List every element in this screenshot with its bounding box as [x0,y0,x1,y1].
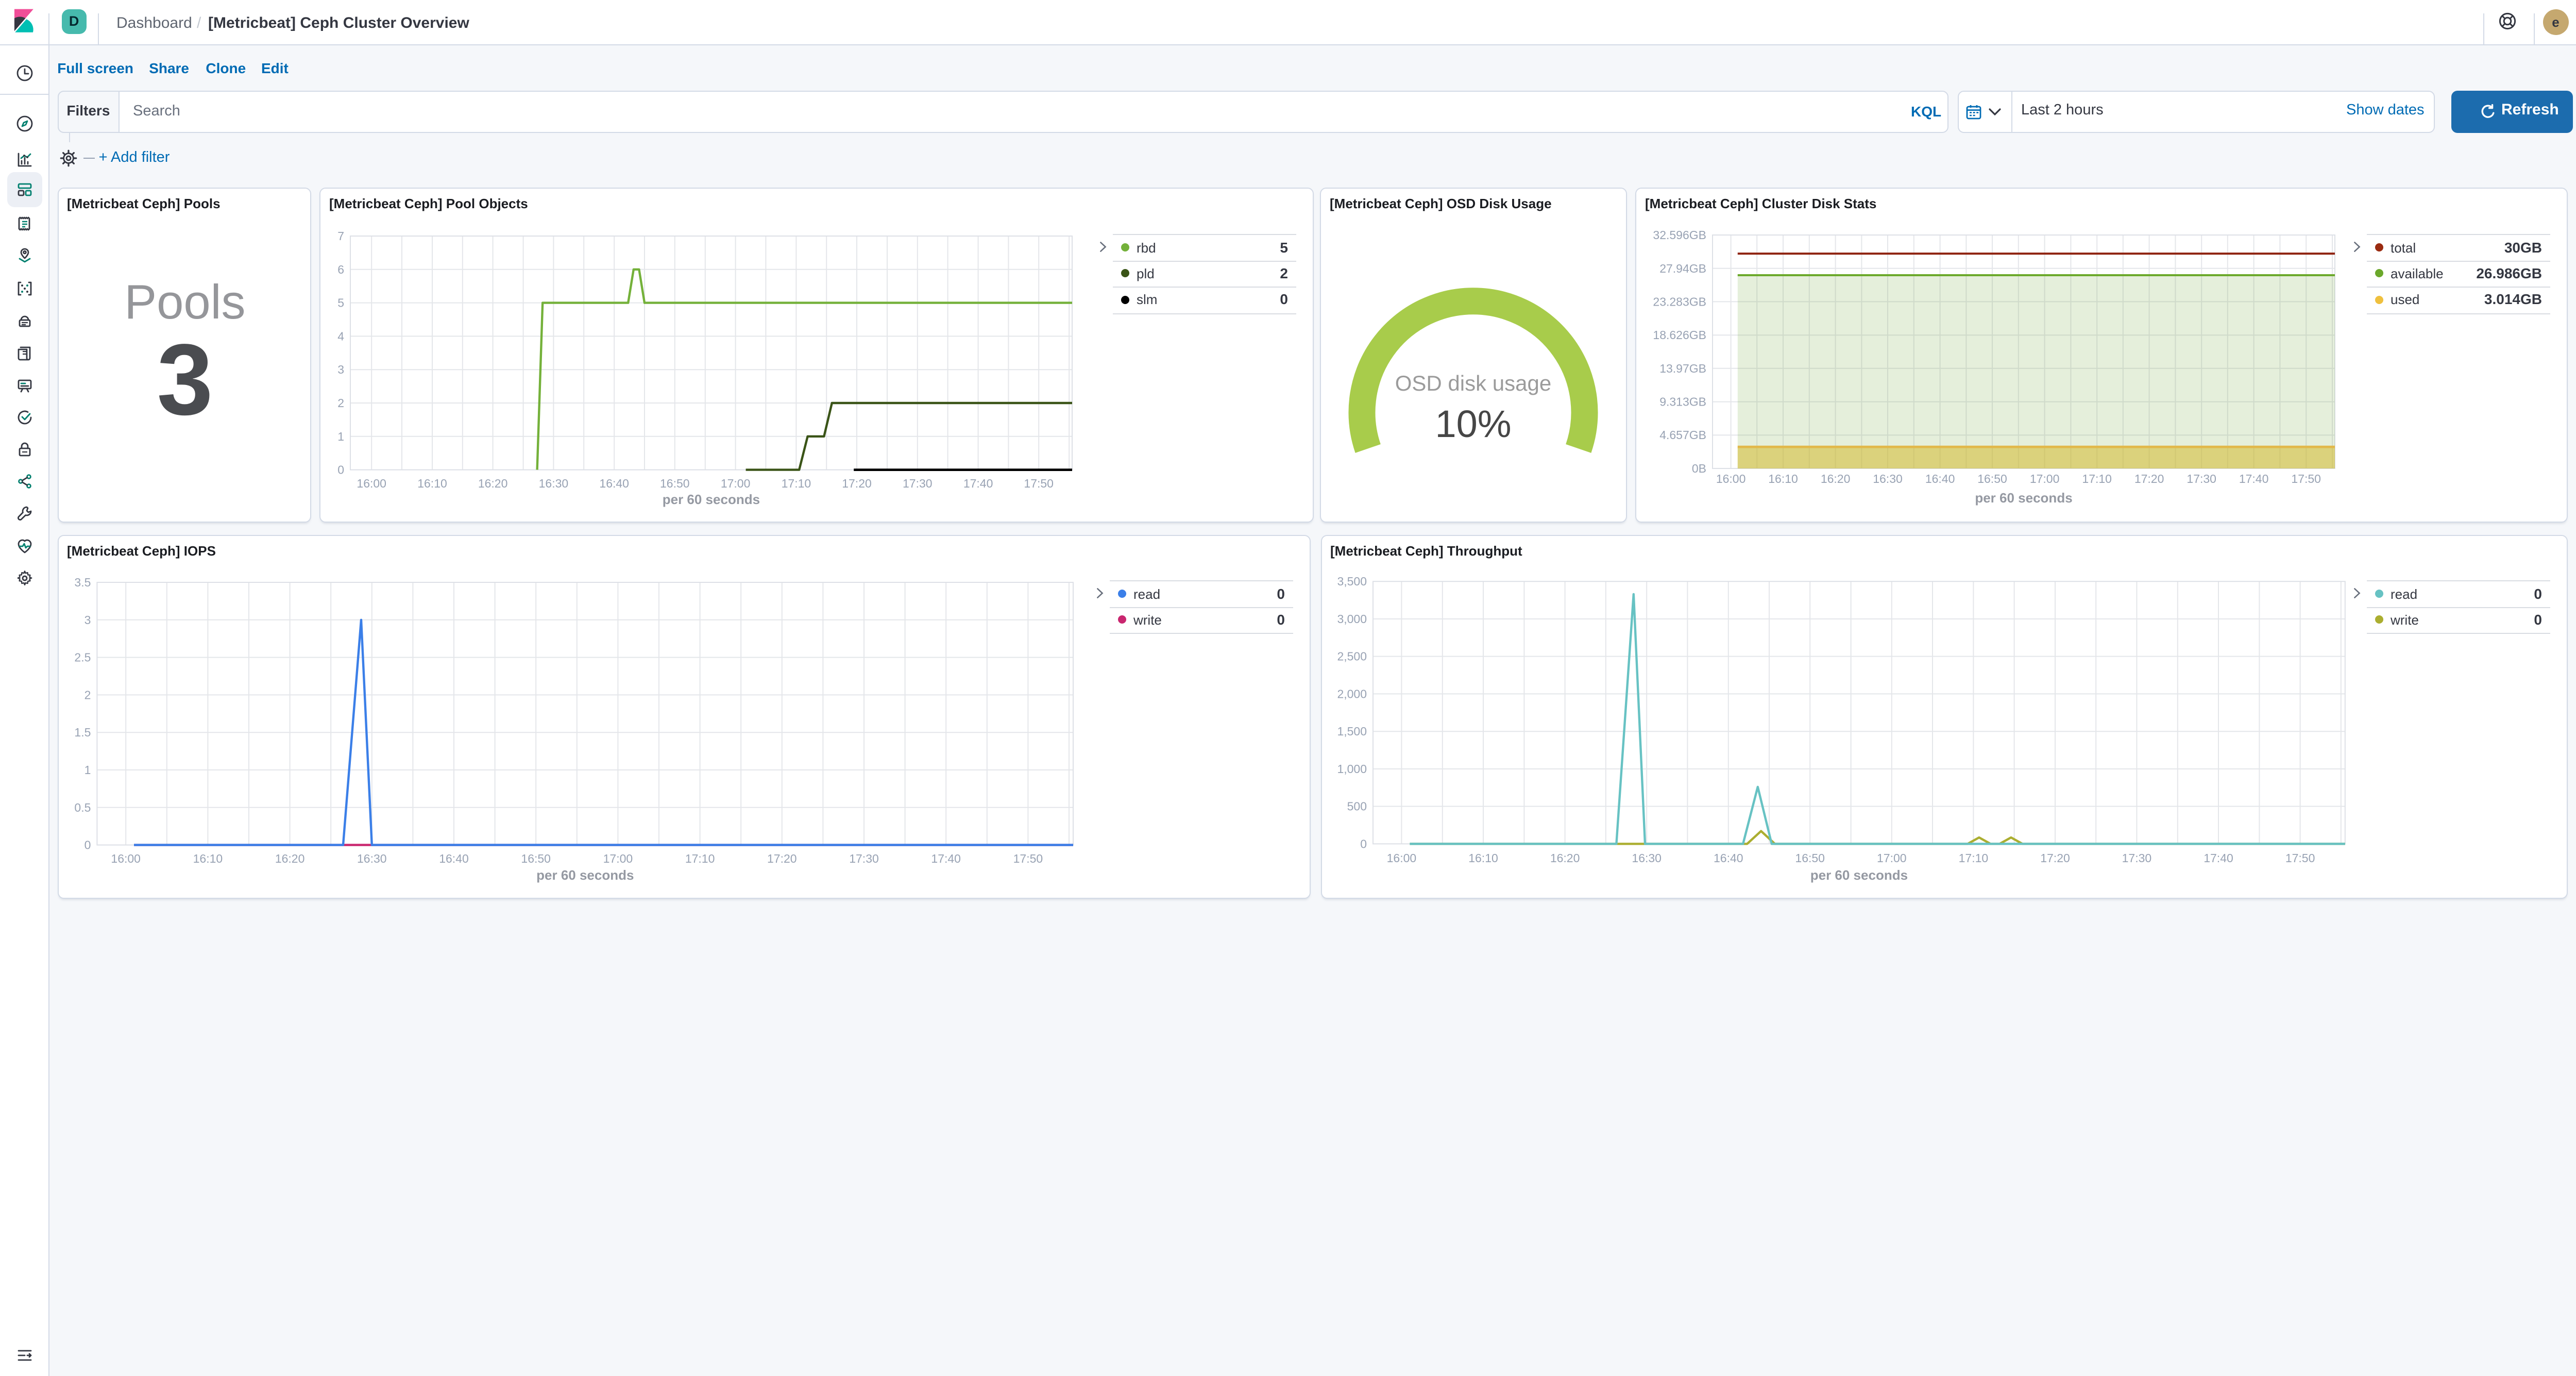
svg-text:2,000: 2,000 [1336,686,1366,700]
svg-text:9.313GB: 9.313GB [1659,395,1706,409]
svg-text:17:30: 17:30 [2122,851,2151,864]
svg-text:OSD disk usage: OSD disk usage [1395,371,1551,395]
svg-text:2: 2 [337,396,344,410]
svg-text:16:20: 16:20 [1550,851,1580,864]
svg-text:1.5: 1.5 [74,725,90,739]
svg-text:17:00: 17:00 [1876,851,1906,864]
svg-text:4: 4 [337,329,344,343]
svg-text:per 60 seconds: per 60 seconds [1810,867,1907,882]
svg-text:13.97GB: 13.97GB [1659,362,1706,375]
svg-text:0: 0 [337,463,344,477]
svg-text:16:30: 16:30 [1631,851,1661,864]
svg-text:17:30: 17:30 [849,851,878,865]
svg-text:17:30: 17:30 [2187,472,2216,485]
svg-text:17:40: 17:40 [963,477,993,490]
svg-text:3,000: 3,000 [1336,612,1366,625]
svg-text:16:10: 16:10 [193,851,223,865]
svg-text:18.626GB: 18.626GB [1653,328,1706,342]
svg-text:17:30: 17:30 [903,477,933,490]
svg-text:16:10: 16:10 [417,477,447,490]
svg-text:17:50: 17:50 [2291,472,2321,485]
svg-text:2.5: 2.5 [74,650,90,664]
svg-text:17:50: 17:50 [1013,851,1043,865]
svg-text:500: 500 [1347,799,1366,813]
svg-text:5: 5 [337,296,344,310]
svg-text:17:20: 17:20 [842,477,872,490]
svg-text:per 60 seconds: per 60 seconds [1975,490,2072,506]
svg-text:16:00: 16:00 [1386,851,1416,864]
svg-text:17:20: 17:20 [2134,472,2164,485]
svg-text:16:50: 16:50 [660,477,690,490]
svg-text:16:30: 16:30 [1873,472,1903,485]
svg-text:6: 6 [337,263,344,276]
svg-text:1: 1 [337,430,344,443]
svg-text:17:20: 17:20 [2040,851,2070,864]
svg-text:16:20: 16:20 [1821,472,1851,485]
svg-text:17:10: 17:10 [782,477,811,490]
svg-text:17:40: 17:40 [930,851,960,865]
svg-text:16:40: 16:40 [438,851,468,865]
svg-text:16:50: 16:50 [520,851,550,865]
svg-text:per 60 seconds: per 60 seconds [663,492,760,507]
svg-text:1: 1 [84,763,91,776]
svg-text:2,500: 2,500 [1336,649,1366,663]
svg-text:10%: 10% [1435,402,1511,445]
svg-text:4.657GB: 4.657GB [1659,428,1706,442]
svg-text:per 60 seconds: per 60 seconds [536,867,633,882]
svg-text:16:40: 16:40 [1925,472,1955,485]
svg-text:17:10: 17:10 [2082,472,2112,485]
svg-text:17:00: 17:00 [721,477,751,490]
svg-text:17:10: 17:10 [1958,851,1988,864]
svg-text:3: 3 [337,363,344,376]
svg-text:3,500: 3,500 [1336,574,1366,588]
svg-text:17:00: 17:00 [2030,472,2060,485]
svg-text:2: 2 [84,687,91,701]
svg-text:16:10: 16:10 [1468,851,1498,864]
svg-text:16:00: 16:00 [110,851,140,865]
svg-text:16:20: 16:20 [478,477,508,490]
svg-text:16:30: 16:30 [539,477,569,490]
svg-text:3.5: 3.5 [74,575,90,589]
svg-text:17:10: 17:10 [685,851,715,865]
svg-text:27.94GB: 27.94GB [1659,262,1706,275]
svg-text:3: 3 [84,613,91,626]
svg-text:17:50: 17:50 [2285,851,2315,864]
svg-text:16:50: 16:50 [1977,472,2007,485]
svg-text:1,000: 1,000 [1336,762,1366,775]
svg-text:16:50: 16:50 [1794,851,1824,864]
svg-text:16:00: 16:00 [1716,472,1746,485]
svg-text:0.5: 0.5 [74,800,90,814]
svg-text:1,500: 1,500 [1336,724,1366,737]
svg-text:7: 7 [337,229,344,243]
svg-text:16:40: 16:40 [1713,851,1743,864]
svg-text:16:30: 16:30 [357,851,386,865]
svg-text:16:00: 16:00 [357,477,386,490]
svg-text:17:00: 17:00 [603,851,633,865]
svg-text:17:20: 17:20 [767,851,796,865]
svg-text:32.596GB: 32.596GB [1653,228,1706,242]
svg-text:0: 0 [84,838,91,851]
svg-text:16:40: 16:40 [599,477,629,490]
svg-text:16:10: 16:10 [1768,472,1798,485]
svg-text:17:50: 17:50 [1024,477,1054,490]
svg-text:23.283GB: 23.283GB [1653,295,1706,308]
svg-text:0: 0 [1360,836,1366,850]
svg-text:16:20: 16:20 [275,851,304,865]
svg-text:17:40: 17:40 [2203,851,2233,864]
svg-text:0B: 0B [1692,462,1706,475]
svg-text:17:40: 17:40 [2239,472,2269,485]
